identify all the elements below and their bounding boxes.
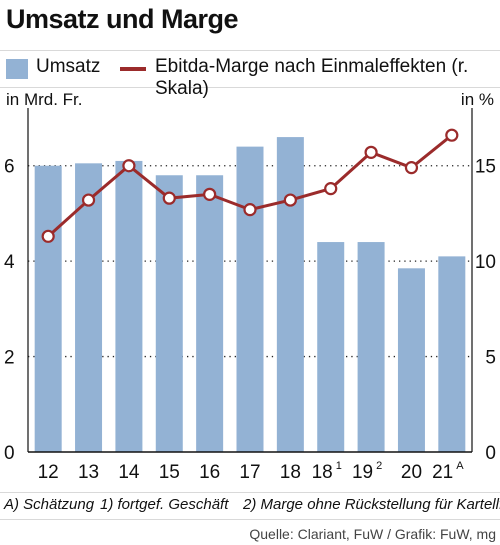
line-point <box>122 159 136 173</box>
y-tick-label-right: 0 <box>485 443 496 464</box>
legend-label-umsatz: Umsatz <box>36 56 101 77</box>
line-point <box>324 182 338 196</box>
bar <box>317 242 345 452</box>
y-tick-label-right: 10 <box>475 252 496 273</box>
footnote-1: 1) fortgef. Geschäft <box>100 496 229 513</box>
x-tick-label: 19 2 <box>352 460 382 483</box>
chart-plot: 0 2 4 6 0 5 10 15 12 13 14 15 16 17 18 18 1 19 2 20 21 A <box>4 108 496 483</box>
x-tick-label: 20 <box>401 462 422 483</box>
bar <box>438 256 466 452</box>
bar <box>34 165 62 452</box>
legend-label-marge: Ebitda-Marge nach Einmaleffekten (r. Ska… <box>155 56 469 99</box>
line-point <box>404 161 419 175</box>
y-tick-label-right: 5 <box>485 348 496 369</box>
chart-title: Umsatz und Marge <box>6 4 239 34</box>
x-tick-label: 12 <box>38 462 59 483</box>
y-tick-label-left: 4 <box>4 252 15 273</box>
legend-swatch-marge <box>120 67 146 71</box>
x-tick-label: 17 <box>239 462 260 483</box>
bar <box>196 175 224 452</box>
bar <box>155 175 183 452</box>
x-tick-label: 14 <box>118 462 140 483</box>
x-tick-label: 16 <box>199 462 220 483</box>
line-point <box>81 193 96 207</box>
source-credit: Quelle: Clariant, FuW / Grafik: FuW, mg <box>249 526 496 542</box>
bar <box>236 146 264 452</box>
y-tick-label-left: 2 <box>4 348 15 369</box>
bar <box>115 160 143 452</box>
line-point <box>203 187 217 201</box>
footnotes: A) Schätzung 1) fortgef. Geschäft 2) Mar… <box>0 492 500 520</box>
line-point <box>162 191 176 205</box>
legend: Umsatz Ebitda-Marge nach Einmaleffekten … <box>0 50 500 99</box>
bar <box>75 163 103 453</box>
line-point <box>283 193 297 207</box>
x-tick-label: 13 <box>78 462 99 483</box>
line-point <box>243 203 257 217</box>
line-point <box>41 229 55 243</box>
y-axis-right-label: in % <box>460 90 494 109</box>
bar <box>276 137 304 453</box>
y-tick-label-left: 0 <box>4 443 15 464</box>
y-tick-label-right: 15 <box>475 157 496 178</box>
footnote-a: A) Schätzung <box>4 496 95 513</box>
bar <box>397 268 425 452</box>
y-axis-left-label: in Mrd. Fr. <box>6 90 83 109</box>
footnote-2: 2) Marge ohne Rückstellung für Kartellfa… <box>243 496 500 513</box>
bar <box>357 242 385 452</box>
y-tick-label-left: 6 <box>4 157 15 178</box>
legend-swatch-umsatz <box>6 59 28 79</box>
x-tick-label: 15 <box>159 462 180 483</box>
line-point <box>364 145 378 159</box>
x-tick-label: 18 1 <box>312 460 342 483</box>
x-tick-label: 18 <box>280 462 301 483</box>
line-point <box>445 128 459 142</box>
x-tick-label: 21 A <box>432 460 464 483</box>
